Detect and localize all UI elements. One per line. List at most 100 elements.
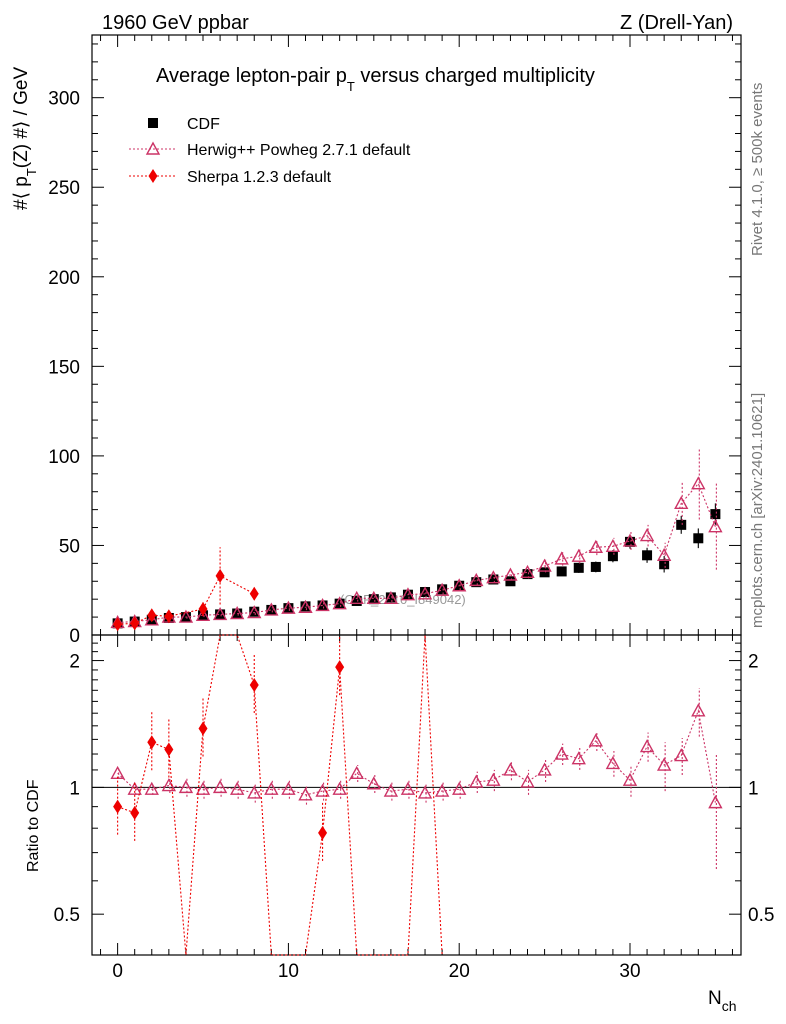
process-label: Z (Drell-Yan): [620, 12, 733, 34]
x-tick-label: 30: [619, 961, 640, 982]
data-point-diamond: [335, 660, 345, 675]
data-point-diamond: [318, 825, 328, 840]
data-point-triangle: [622, 772, 638, 786]
data-point-triangle: [588, 539, 604, 553]
data-point-triangle: [178, 779, 194, 794]
data-point-triangle: [537, 558, 552, 572]
data-point-diamond: [249, 586, 259, 601]
ratio-y-tick-label-left: 2: [69, 652, 80, 673]
data-point-square: [642, 550, 653, 561]
y-tick-label: 50: [59, 536, 80, 557]
data-point-triangle: [486, 772, 501, 786]
data-point-diamond: [249, 677, 259, 692]
data-point-square: [420, 587, 431, 598]
legend: CDF Herwig++ Powheg 2.7.1 default Sherpa 1…: [129, 116, 411, 186]
data-point-triangle: [144, 612, 159, 626]
y-tick-label: 250: [48, 178, 80, 199]
data-point-triangle: [503, 567, 518, 581]
data-point-triangle: [247, 785, 262, 799]
data-point-triangle: [332, 781, 347, 795]
data-point-triangle: [605, 538, 621, 553]
data-point-triangle: [144, 781, 159, 795]
data-point-triangle: [520, 564, 535, 579]
ratio-y-tick-label-right: 1: [748, 778, 759, 799]
ratio-frame: [91, 634, 742, 956]
ratio-y-tick-label-right: 0.5: [748, 905, 774, 926]
data-point-triangle: [195, 607, 211, 621]
data-point-triangle: [691, 476, 706, 490]
data-point-triangle: [571, 548, 586, 562]
legend-sherpa-marker: [129, 169, 177, 183]
data-point-triangle: [400, 587, 416, 601]
data-point-square: [300, 601, 311, 612]
y-tick-label: 100: [48, 447, 80, 468]
data-point-triangle: [622, 533, 638, 547]
data-point-square: [556, 566, 567, 577]
data-point-triangle: [315, 783, 330, 797]
data-point-triangle: [281, 781, 296, 795]
data-point-triangle: [486, 570, 501, 584]
data-point-triangle: [127, 781, 142, 795]
data-point-triangle: [503, 762, 518, 776]
data-point-triangle: [229, 781, 245, 795]
data-point-triangle: [520, 774, 535, 788]
data-point-triangle: [264, 781, 279, 795]
x-axis-label: Nch: [708, 988, 737, 1014]
data-point-triangle: [571, 751, 586, 765]
legend-label: Herwig++ Powheg 2.7.1 default: [187, 142, 411, 159]
data-point-triangle: [639, 739, 655, 753]
data-point-triangle: [656, 547, 672, 561]
data-point-diamond: [113, 799, 123, 814]
data-point-square: [488, 574, 499, 585]
y-tick-label: 300: [48, 89, 80, 110]
data-point-diamond: [130, 805, 140, 820]
ratio-y-tick-label-right: 2: [748, 652, 759, 673]
data-series: [110, 447, 723, 956]
data-point-diamond: [147, 735, 157, 750]
data-point-diamond: [147, 608, 157, 623]
data-point-triangle: [400, 781, 416, 795]
data-point-diamond: [198, 602, 208, 617]
data-point-triangle: [264, 602, 279, 616]
data-point-diamond: [130, 616, 140, 631]
data-point-square: [539, 567, 550, 578]
data-point-triangle: [366, 776, 381, 790]
y-axis-label: #⟨ pT(Z) #⟩ / GeV: [11, 67, 39, 210]
data-point-square: [693, 533, 704, 544]
data-point-square: [266, 604, 277, 615]
data-point-square: [437, 584, 448, 595]
data-point-triangle: [434, 582, 450, 596]
data-point-square: [590, 561, 601, 572]
legend-label: CDF: [187, 116, 220, 133]
ratio-y-tick-label-left: 1: [69, 778, 80, 799]
data-point-triangle: [366, 590, 381, 604]
series-sherpa: [113, 547, 259, 632]
data-point-square: [607, 551, 618, 562]
legend-label: Sherpa 1.2.3 default: [187, 169, 332, 186]
y-tick-label: 0: [69, 626, 80, 647]
data-point-triangle: [639, 528, 655, 542]
data-point-triangle: [708, 795, 723, 809]
y-tick-label: 200: [48, 268, 80, 289]
data-point-triangle: [588, 733, 604, 747]
axis-ticks: [92, 35, 741, 955]
data-point-triangle: [315, 597, 330, 612]
data-point-diamond: [148, 169, 158, 183]
data-point-square: [385, 592, 396, 603]
data-point-triangle: [554, 746, 569, 760]
data-point-square: [522, 569, 533, 580]
data-point-triangle: [469, 572, 484, 587]
data-point-triangle: [298, 787, 313, 801]
data-point-square: [505, 576, 516, 587]
data-point-square: [659, 559, 670, 570]
data-point-square: [624, 536, 635, 547]
ratio-y-tick-label-left: 0.5: [54, 905, 80, 926]
data-point-triangle: [247, 605, 262, 619]
data-point-triangle: [554, 551, 569, 565]
data-point-triangle: [212, 606, 228, 621]
data-point-diamond: [164, 742, 174, 757]
data-point-square: [471, 577, 482, 588]
chart-title: Average lepton-pair pT versus charged mu…: [156, 65, 595, 94]
